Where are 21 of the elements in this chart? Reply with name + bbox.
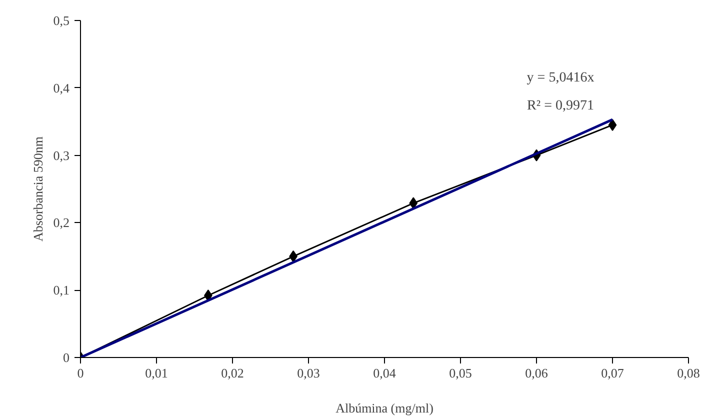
- y-tick-label: 0,3: [53, 148, 70, 163]
- x-axis-title: Albúmina (mg/ml): [336, 400, 434, 416]
- x-tick-label: 0,07: [601, 366, 624, 380]
- x-tick-label: 0,04: [373, 366, 396, 380]
- y-axis-title: Absorbancia 590nm: [30, 136, 46, 242]
- x-tick-label: 0,08: [677, 366, 700, 380]
- annotation: R² = 0,9971: [527, 98, 594, 114]
- y-tick-label: 0,1: [53, 282, 70, 298]
- x-tick-label: 0,01: [145, 366, 168, 380]
- x-tick-label: 0,06: [525, 366, 548, 380]
- x-tick-label: 0,05: [449, 366, 472, 380]
- annotation: y = 5,0416x: [526, 70, 594, 86]
- y-tick-label: 0: [63, 350, 70, 365]
- x-tick-label: 0,03: [297, 366, 320, 380]
- y-tick-label: 0,4: [53, 80, 70, 96]
- x-tick-label: 0,02: [221, 366, 244, 380]
- x-tick-label: 0: [77, 366, 84, 380]
- y-tick-label: 0,2: [53, 215, 70, 230]
- point: [409, 197, 418, 210]
- point: [608, 118, 617, 131]
- y-tick-label: 0,5: [53, 13, 70, 28]
